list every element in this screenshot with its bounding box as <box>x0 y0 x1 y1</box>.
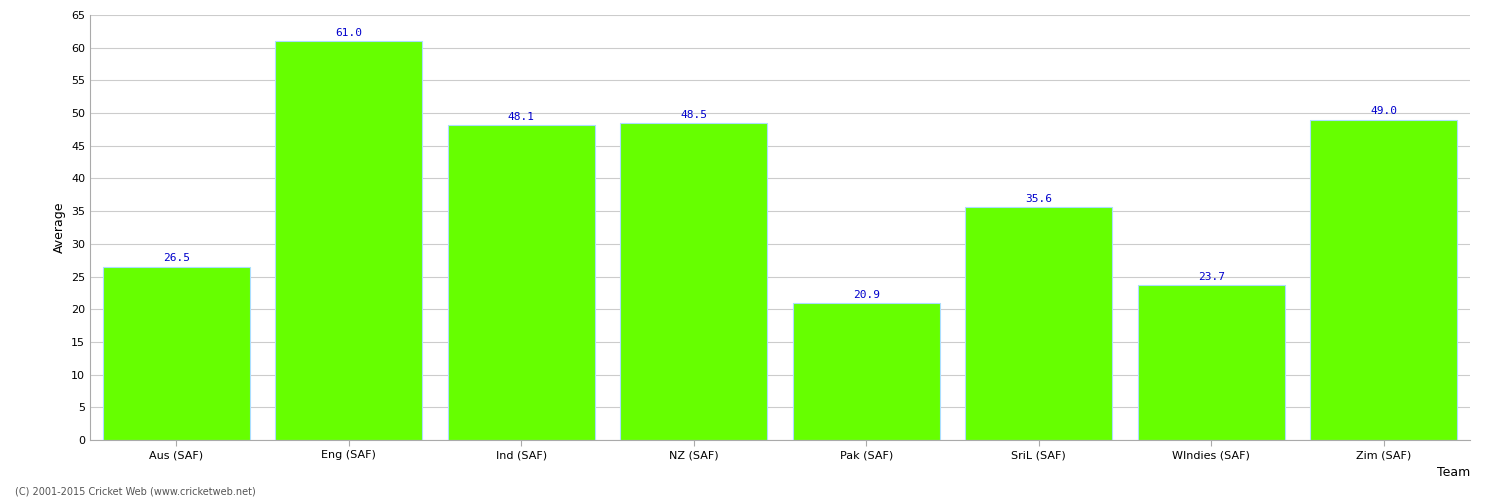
Text: 20.9: 20.9 <box>852 290 879 300</box>
X-axis label: Team: Team <box>1437 466 1470 479</box>
Bar <box>966 207 1112 440</box>
Text: 49.0: 49.0 <box>1371 106 1398 117</box>
Bar <box>448 126 594 440</box>
Bar <box>276 41 422 440</box>
Text: 35.6: 35.6 <box>1026 194 1053 204</box>
Bar <box>1138 285 1284 440</box>
Bar <box>621 123 766 440</box>
Text: 61.0: 61.0 <box>336 28 363 38</box>
Text: 26.5: 26.5 <box>162 254 189 264</box>
Y-axis label: Average: Average <box>53 202 66 253</box>
Bar <box>794 304 939 440</box>
Text: 23.7: 23.7 <box>1197 272 1224 282</box>
Text: 48.5: 48.5 <box>680 110 708 120</box>
Text: (C) 2001-2015 Cricket Web (www.cricketweb.net): (C) 2001-2015 Cricket Web (www.cricketwe… <box>15 487 255 497</box>
Text: 48.1: 48.1 <box>507 112 534 122</box>
Bar <box>1311 120 1456 440</box>
Bar <box>104 266 249 440</box>
